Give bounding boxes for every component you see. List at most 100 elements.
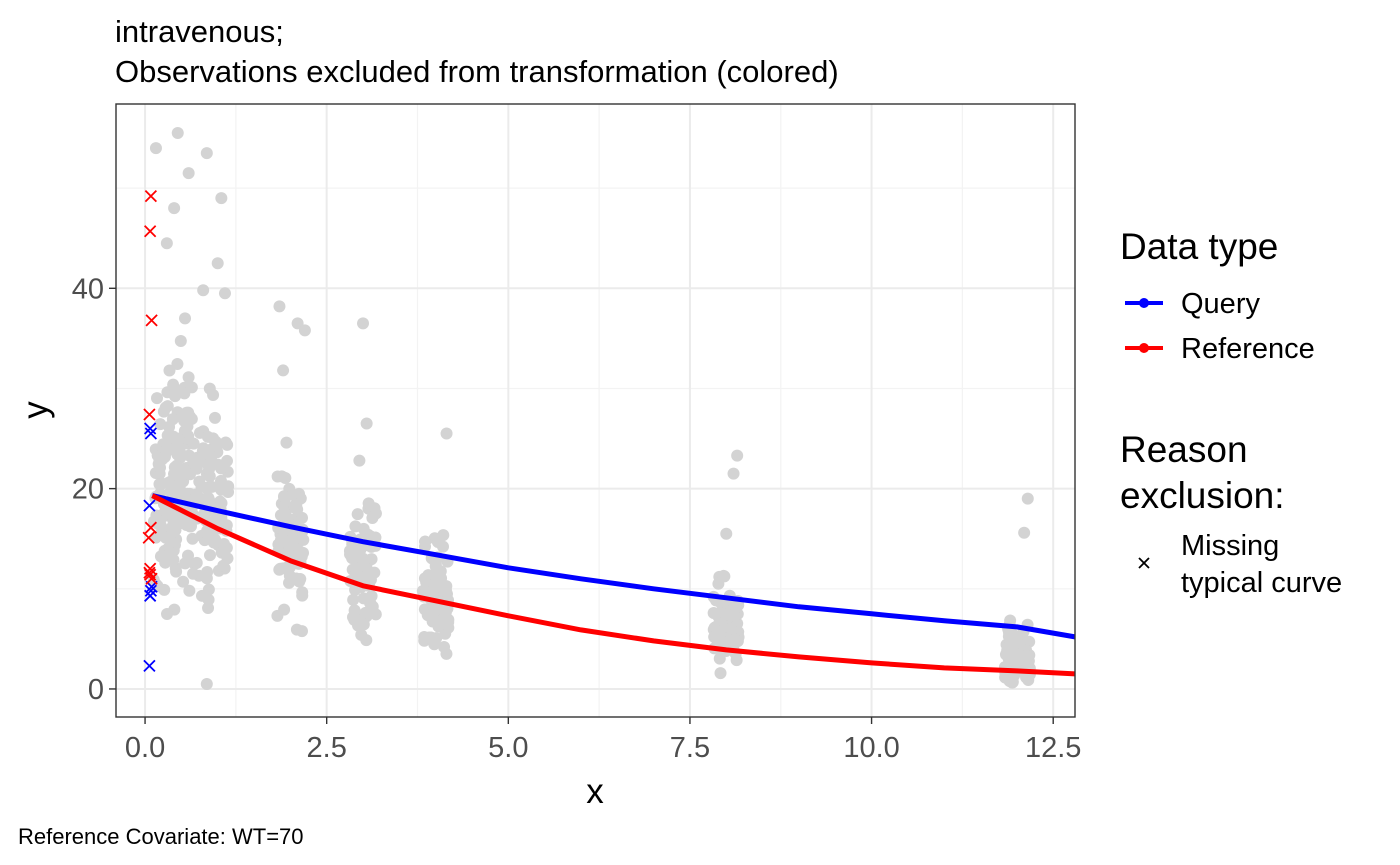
- typical-curve-reference: [151, 493, 1076, 677]
- observation-point: [182, 549, 195, 562]
- observation-point: [357, 618, 370, 631]
- observation-point: [209, 435, 222, 448]
- chart-title: intravenous;: [115, 14, 284, 49]
- observation-point: [204, 450, 217, 463]
- observation-point: [187, 567, 200, 580]
- observation-point: [167, 378, 180, 391]
- observation-point: [365, 553, 378, 566]
- observation-point: [280, 436, 293, 449]
- legend-item-missing-typical-curve: Missing typical curve: [1138, 530, 1342, 599]
- legend-missing-label-line2: typical curve: [1181, 567, 1342, 599]
- legend-item-reference: Reference: [1125, 333, 1315, 365]
- observation-point: [419, 535, 432, 548]
- observation-point: [154, 461, 167, 474]
- legend-reason-title-line2: exclusion:: [1120, 475, 1285, 516]
- excluded-point-query: [143, 659, 156, 673]
- observation-point: [1004, 614, 1017, 627]
- legend-reason-exclusion: Reason exclusion: Missing typical curve: [1120, 429, 1342, 599]
- observation-point: [1021, 492, 1034, 505]
- observation-point: [160, 237, 173, 250]
- observation-point: [350, 565, 363, 578]
- observation-point: [203, 470, 216, 483]
- observation-point: [427, 605, 440, 618]
- observation-point: [202, 601, 215, 614]
- observation-point: [221, 552, 234, 565]
- observation-point: [348, 604, 361, 617]
- observation-point: [182, 371, 195, 384]
- observation-point: [418, 572, 431, 585]
- observation-point: [201, 565, 214, 578]
- observation-point: [170, 459, 183, 472]
- excluded-points-layer: [142, 190, 158, 673]
- plot-panel: [116, 104, 1075, 717]
- observation-point: [717, 569, 730, 582]
- observation-point: [293, 545, 306, 558]
- observation-point: [182, 167, 195, 180]
- observation-point: [190, 488, 203, 501]
- y-axis: 0 20 40: [72, 273, 116, 706]
- y-tick-label: 40: [72, 273, 104, 305]
- observation-point: [713, 652, 726, 665]
- observation-point: [168, 202, 181, 215]
- legend-reference-dot: [1139, 343, 1149, 353]
- observation-point: [219, 543, 232, 556]
- x-tick-label: 2.5: [307, 732, 347, 764]
- observation-point: [218, 287, 231, 300]
- observation-point: [174, 335, 187, 348]
- observation-point: [200, 677, 213, 690]
- observation-point: [298, 324, 311, 337]
- observation-point: [186, 532, 199, 545]
- observation-point: [157, 405, 170, 418]
- observation-point: [208, 411, 221, 424]
- observation-point: [290, 498, 303, 511]
- legend-data-type: Data type Query Reference: [1120, 226, 1315, 365]
- observation-point: [273, 300, 286, 313]
- observation-point: [369, 507, 382, 520]
- legend-reference-label: Reference: [1181, 333, 1315, 365]
- observation-point: [195, 589, 208, 602]
- observation-point: [349, 520, 362, 533]
- observation-point: [172, 433, 185, 446]
- excluded-point-reference: [142, 531, 155, 544]
- y-tick-label: 20: [72, 474, 104, 506]
- observation-point: [369, 608, 382, 621]
- observation-point: [720, 527, 733, 540]
- observation-point: [149, 142, 162, 155]
- excluded-point-reference: [145, 314, 158, 327]
- typical-curve-query: [151, 493, 1076, 640]
- observation-point: [368, 566, 381, 579]
- observation-point: [179, 312, 192, 325]
- excluded-point-query: [143, 499, 156, 512]
- observation-point: [346, 552, 359, 565]
- legend-query-label: Query: [1181, 288, 1260, 320]
- observation-point: [176, 412, 189, 425]
- observation-point: [221, 438, 234, 451]
- excluded-point-query: [144, 584, 158, 597]
- x-tick-label: 5.0: [488, 732, 528, 764]
- observation-point: [724, 609, 737, 622]
- observation-point: [163, 364, 176, 377]
- observation-point: [177, 575, 190, 588]
- observation-point: [362, 497, 375, 510]
- observation-point: [296, 589, 309, 602]
- observation-point: [295, 625, 308, 638]
- observation-point: [440, 427, 453, 440]
- observation-point: [215, 497, 228, 510]
- observation-point: [418, 631, 431, 644]
- observation-point: [440, 647, 453, 660]
- observation-point: [353, 454, 366, 467]
- observation-point: [1006, 653, 1019, 666]
- observation-point: [357, 317, 370, 330]
- observation-point: [426, 585, 439, 598]
- observation-point: [293, 575, 306, 588]
- y-axis-label: y: [16, 401, 55, 419]
- y-tick-label: 0: [88, 674, 104, 706]
- x-tick-label: 7.5: [670, 732, 710, 764]
- observation-point: [185, 520, 198, 533]
- observation-point: [171, 127, 184, 140]
- excluded-point-query: [144, 422, 157, 435]
- observation-point: [164, 546, 177, 559]
- observation-point: [166, 413, 179, 426]
- excluded-point-reference: [144, 568, 157, 581]
